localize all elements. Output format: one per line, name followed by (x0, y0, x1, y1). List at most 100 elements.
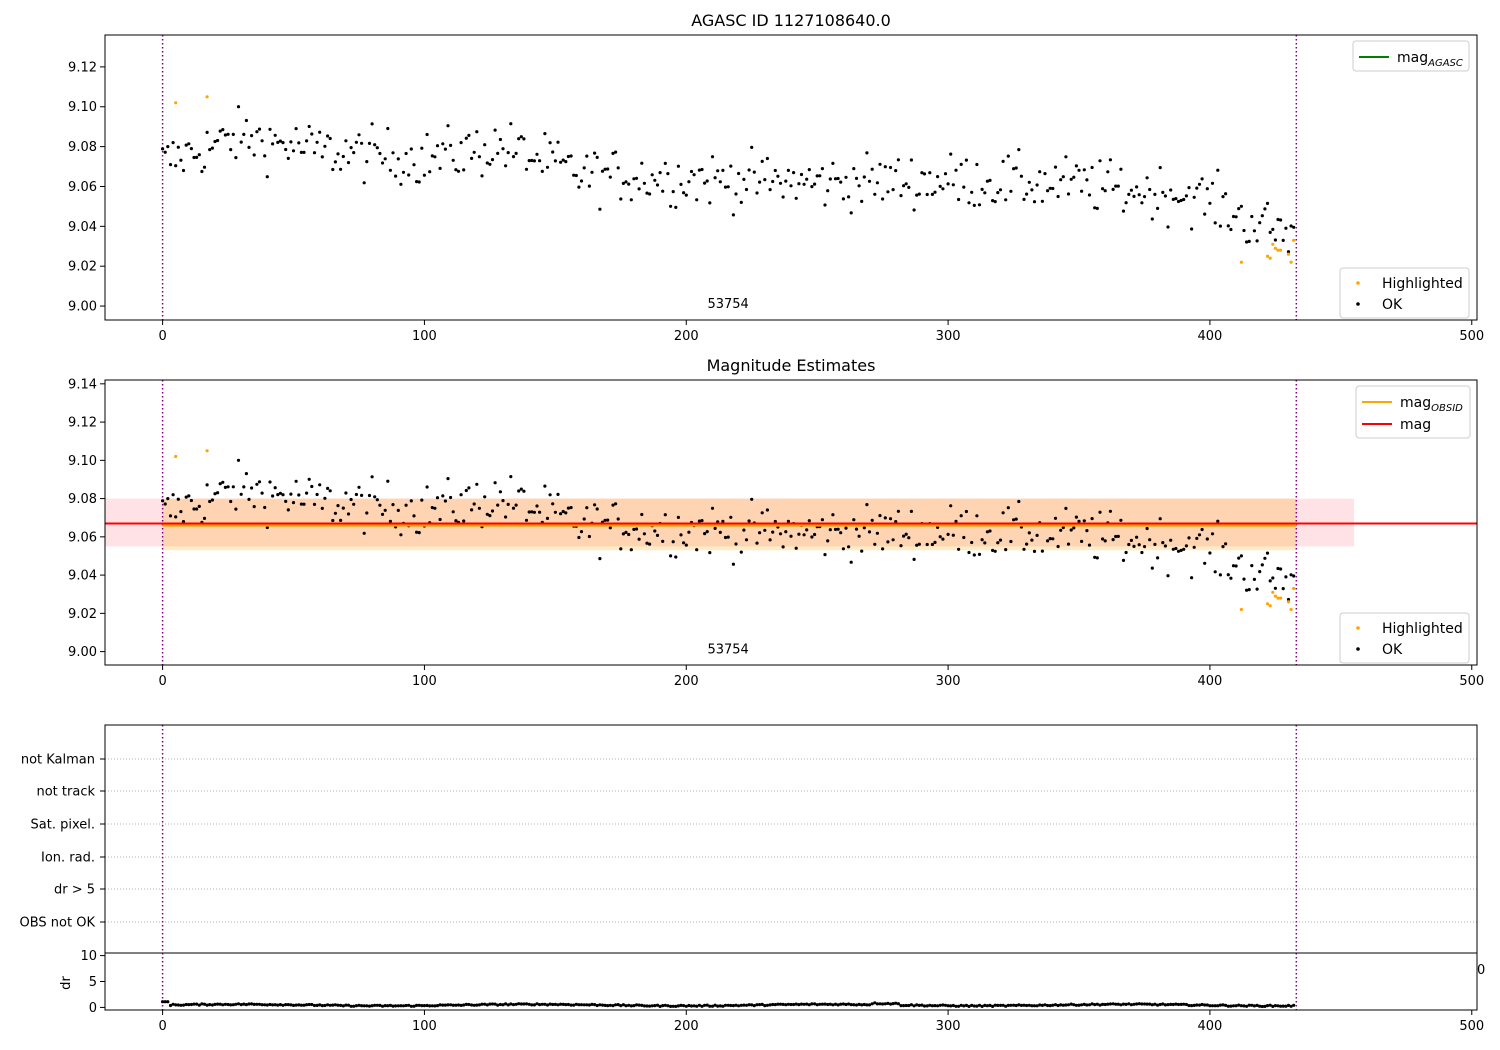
dr-point (703, 1003, 707, 1007)
ok-point (1101, 537, 1105, 541)
ok-point (600, 169, 605, 173)
ok-point (352, 502, 356, 506)
ok-point (331, 518, 335, 523)
dr-point (1224, 1003, 1228, 1008)
x-tick-label: 0 (158, 674, 166, 689)
ok-point (773, 168, 777, 173)
ok-point (265, 525, 269, 530)
y-tick-label: 9.06 (68, 180, 97, 195)
dr-point (744, 1003, 749, 1007)
ok-point (223, 133, 227, 137)
ok-point (1043, 172, 1047, 176)
ok-point (1051, 186, 1055, 191)
ok-point (1064, 155, 1068, 159)
ok-point (907, 185, 911, 189)
highlighted-point (1239, 607, 1243, 612)
ok-point (750, 497, 754, 501)
dr-point (488, 1002, 492, 1006)
x-tick-label: 0 (158, 329, 166, 344)
ok-point (891, 188, 895, 192)
ok-point (1132, 544, 1136, 549)
ok-point (281, 493, 285, 497)
dr-point (1292, 1003, 1296, 1007)
ok-point (433, 155, 437, 159)
ok-point (1004, 198, 1008, 202)
ok-point (532, 510, 537, 514)
dr-point (559, 1002, 563, 1006)
ok-point (852, 167, 856, 171)
dr-point (273, 1003, 277, 1007)
dr-point (399, 1004, 403, 1008)
dr-point (202, 1002, 207, 1006)
ok-point (750, 145, 754, 149)
ok-point (1174, 546, 1178, 551)
dr-point (187, 1003, 191, 1007)
y-tick-label: 9.08 (68, 140, 97, 155)
ok-point (472, 150, 476, 154)
ok-point (776, 174, 780, 178)
dr-point (1082, 1002, 1086, 1007)
dr-point (980, 1004, 984, 1009)
dr-point (1095, 1002, 1099, 1006)
ok-point (218, 129, 222, 133)
ok-point (532, 159, 537, 163)
ok-point (205, 130, 209, 134)
ok-point (181, 168, 186, 173)
legend-label: Highlighted (1382, 276, 1463, 292)
ok-point (1176, 549, 1181, 553)
ok-point (705, 530, 709, 534)
ok-point (438, 517, 442, 522)
dr-point (870, 1002, 874, 1006)
dr-point (917, 1003, 921, 1008)
ok-point (585, 506, 589, 510)
ok-point (176, 145, 180, 149)
ok-point (773, 519, 777, 524)
ok-point (490, 158, 495, 162)
ok-point (1121, 209, 1126, 213)
ok-point (273, 133, 277, 137)
dr-point (925, 1004, 929, 1008)
dr-point (1169, 1002, 1173, 1007)
ok-point (477, 506, 481, 510)
ok-point (328, 489, 332, 493)
ok-point (577, 535, 581, 540)
panel-title: Magnitude Estimates (707, 356, 876, 375)
x-tick-label: 500 (1459, 329, 1484, 344)
ok-point (778, 532, 783, 536)
ok-point (1176, 199, 1181, 204)
dr-point (577, 1003, 581, 1007)
ok-point (346, 512, 351, 516)
ok-point (187, 494, 191, 498)
dr-point (409, 1004, 413, 1008)
ok-point (404, 503, 408, 507)
dr-point (896, 1002, 901, 1006)
ok-point (836, 176, 840, 181)
ok-point (1129, 188, 1133, 192)
highlighted-point (1268, 256, 1272, 260)
ok-point (624, 180, 628, 184)
ok-point (1153, 192, 1157, 196)
ok-point (899, 194, 903, 198)
dr-point (1179, 1002, 1183, 1007)
ok-point (784, 179, 788, 183)
ok-point (221, 128, 225, 132)
ok-point (197, 153, 201, 157)
ok-point (1051, 537, 1055, 541)
ok-point (873, 542, 877, 546)
ok-point (723, 185, 728, 189)
ok-point (624, 530, 628, 535)
highlighted-point (1286, 600, 1291, 604)
ok-point (1093, 555, 1097, 559)
ok-point (967, 550, 971, 555)
ok-point (354, 140, 358, 144)
ok-point (710, 155, 715, 159)
ok-point (1142, 545, 1147, 549)
ok-point (1237, 556, 1241, 560)
dr-point (648, 1004, 652, 1008)
ok-point (498, 490, 502, 494)
ok-point (517, 137, 521, 141)
dr-point (600, 1003, 605, 1007)
ok-point (357, 133, 361, 137)
ok-point (213, 139, 217, 144)
dr-point (758, 1003, 762, 1007)
